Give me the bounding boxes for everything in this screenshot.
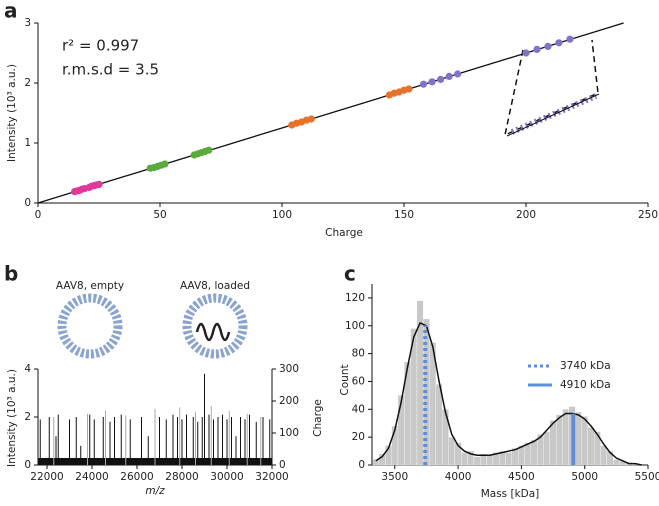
point <box>533 45 541 54</box>
bar <box>606 450 614 466</box>
x-tick-label: 30000 <box>210 471 243 483</box>
point <box>437 75 445 83</box>
point <box>405 85 413 93</box>
point <box>544 42 552 51</box>
bar <box>524 442 532 466</box>
y-tick-label: 0 <box>358 459 365 471</box>
bar <box>543 431 551 466</box>
bar <box>416 300 424 466</box>
genome-icon <box>195 322 231 342</box>
point <box>95 180 103 188</box>
y-tick-label: 1 <box>24 137 31 149</box>
annotation: r² = 0.997 <box>62 37 139 55</box>
x-tick-label: 4000 <box>445 471 472 483</box>
y-tick-label: 100 <box>345 320 365 332</box>
bar <box>530 439 538 466</box>
annotation: AAV8, empty <box>56 280 124 292</box>
x-axis-label: m/z <box>145 485 165 497</box>
point <box>445 72 453 80</box>
y2-tick-label: 100 <box>279 427 299 439</box>
x-tick-label: 5000 <box>571 471 598 483</box>
bar <box>486 455 494 466</box>
x-tick-label: 100 <box>272 209 292 221</box>
panel-label: c <box>344 262 356 286</box>
inset <box>503 39 599 137</box>
x-tick-label: 3500 <box>381 471 408 483</box>
x-tick-label: 200 <box>516 209 536 221</box>
y-tick-label: 40 <box>352 403 365 415</box>
x-tick-label: 250 <box>638 209 658 221</box>
y-tick-label: 120 <box>345 292 365 304</box>
bar <box>549 420 557 466</box>
capsid-icon <box>57 293 123 359</box>
y2-axis-label: Charge <box>312 399 324 437</box>
y-tick-label: 2 <box>24 77 31 89</box>
y-tick-label: 80 <box>352 348 365 360</box>
y-tick-label: 0 <box>24 197 31 209</box>
x-tick-label: 22000 <box>30 471 63 483</box>
bar <box>461 452 468 466</box>
x-tick-label: 4500 <box>508 471 535 483</box>
point <box>566 35 574 43</box>
capsid-icon <box>182 293 248 359</box>
legend-label: 4910 kDa <box>560 379 611 391</box>
legend-label: 3740 kDa <box>560 360 611 372</box>
y-tick-label: 4 <box>24 363 31 375</box>
panel-label: b <box>4 262 18 286</box>
point <box>419 80 428 88</box>
y2-tick-label: 300 <box>279 363 299 375</box>
inset-zoom <box>506 93 600 137</box>
point <box>307 115 315 123</box>
y-tick-label: 3 <box>24 17 31 29</box>
bar <box>600 445 608 466</box>
y-tick-label: 60 <box>352 375 365 387</box>
point <box>161 160 169 168</box>
bar <box>435 384 443 466</box>
point <box>454 70 462 78</box>
bar <box>556 414 563 466</box>
x-axis-label: Charge <box>325 227 363 239</box>
annotation: AAV8, loaded <box>180 280 250 292</box>
y2-tick-label: 0 <box>279 459 286 471</box>
x-tick-label: 24000 <box>75 471 108 483</box>
x-tick-label: 32000 <box>255 471 288 483</box>
bar <box>587 427 595 466</box>
x-axis-label: Mass [kDa] <box>481 488 540 500</box>
bar <box>581 416 589 466</box>
x-tick-label: 150 <box>394 209 414 221</box>
x-tick-label: 50 <box>153 209 166 221</box>
x-tick-label: 0 <box>35 209 42 221</box>
panel-label: a <box>4 0 18 23</box>
y-tick-label: 0 <box>24 459 31 471</box>
annotation: r.m.s.d = 3.5 <box>62 61 159 79</box>
x-tick-label: 26000 <box>120 471 153 483</box>
bar <box>473 456 481 466</box>
bar <box>505 452 513 466</box>
point <box>555 39 563 47</box>
point <box>428 78 436 86</box>
y-tick-label: 2 <box>24 411 31 423</box>
y-axis-label: Intensity (10³ a.u.) <box>6 369 18 467</box>
bar <box>575 411 582 466</box>
point <box>522 49 530 57</box>
y-axis-label: Count <box>339 364 351 395</box>
kde-curve <box>375 322 642 466</box>
zoom-fit <box>506 93 600 137</box>
bar <box>397 395 405 466</box>
y2-tick-label: 200 <box>279 395 299 407</box>
bar <box>562 409 570 466</box>
x-tick-label: 28000 <box>165 471 198 483</box>
bar <box>613 459 620 466</box>
y-axis-label: Intensity (10³ a.u.) <box>6 64 18 162</box>
point <box>205 146 213 154</box>
x-tick-label: 5500 <box>635 471 659 483</box>
zoom-outline <box>503 39 599 137</box>
bar <box>448 437 456 466</box>
y-tick-label: 20 <box>352 431 365 443</box>
